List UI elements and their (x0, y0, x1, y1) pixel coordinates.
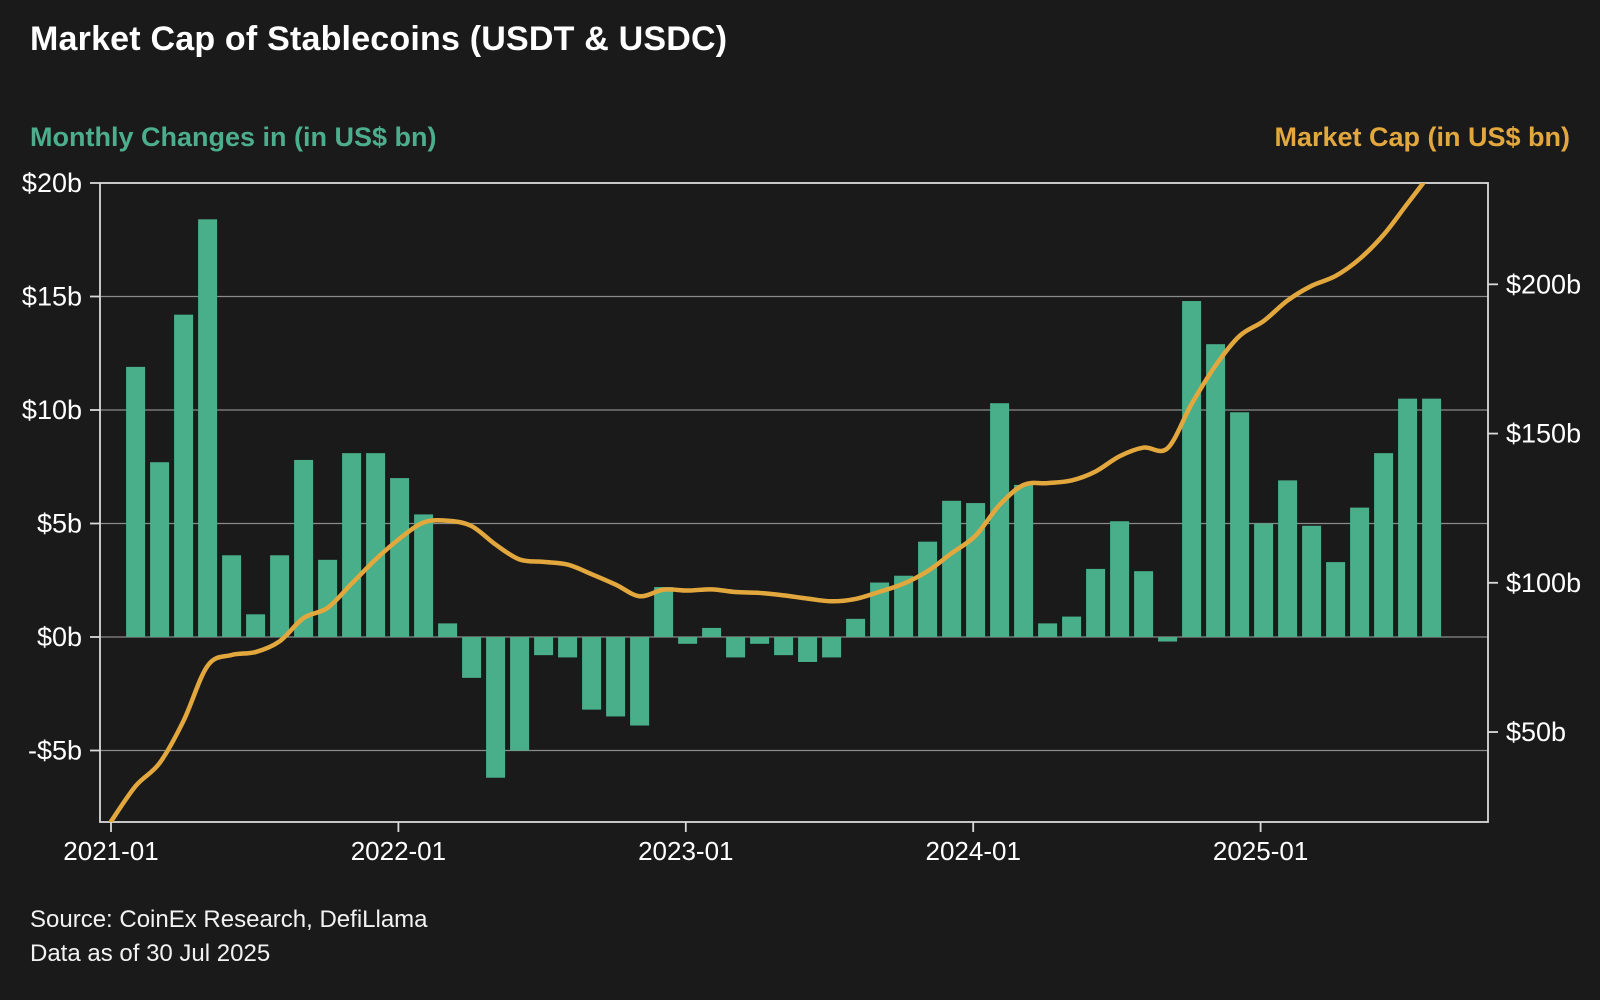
svg-text:$200b: $200b (1506, 269, 1581, 299)
svg-text:$15b: $15b (22, 282, 82, 312)
svg-text:$0b: $0b (37, 622, 82, 652)
svg-text:-$5b: -$5b (28, 736, 82, 766)
svg-text:$20b: $20b (22, 168, 82, 198)
svg-text:2021-01: 2021-01 (63, 836, 158, 866)
svg-text:2023-01: 2023-01 (638, 836, 733, 866)
svg-text:2025-01: 2025-01 (1213, 836, 1308, 866)
svg-text:$10b: $10b (22, 395, 82, 425)
svg-text:$5b: $5b (37, 509, 82, 539)
svg-text:$100b: $100b (1506, 568, 1581, 598)
svg-text:$150b: $150b (1506, 419, 1581, 449)
svg-text:2024-01: 2024-01 (925, 836, 1020, 866)
svg-text:$50b: $50b (1506, 717, 1566, 747)
svg-text:2022-01: 2022-01 (351, 836, 446, 866)
